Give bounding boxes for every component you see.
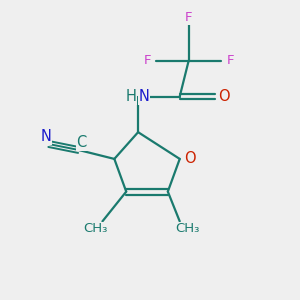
Text: F: F bbox=[143, 54, 151, 67]
Text: O: O bbox=[218, 89, 230, 104]
Text: H: H bbox=[125, 89, 136, 104]
Text: F: F bbox=[185, 11, 192, 24]
Text: CH₃: CH₃ bbox=[175, 222, 199, 235]
Text: F: F bbox=[226, 54, 234, 67]
Text: O: O bbox=[184, 152, 196, 166]
Text: N: N bbox=[139, 89, 149, 104]
Text: CH₃: CH₃ bbox=[83, 222, 107, 235]
Text: C: C bbox=[76, 135, 87, 150]
Text: N: N bbox=[40, 129, 51, 144]
